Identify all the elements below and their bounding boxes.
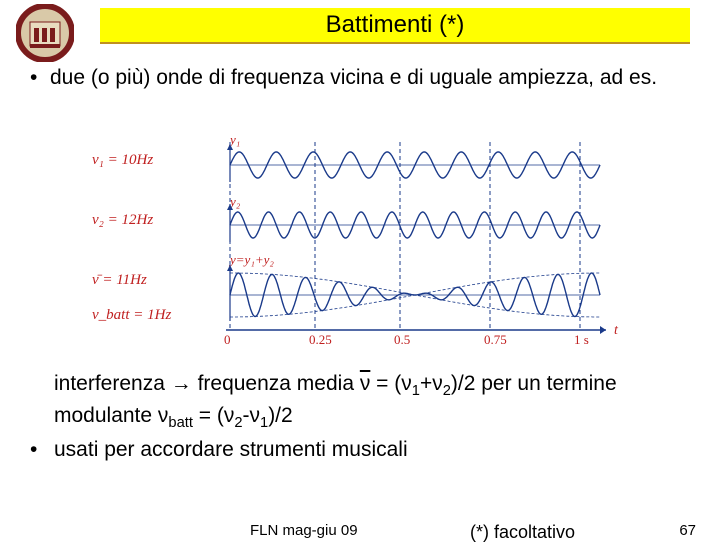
- svg-text:y=y₁+y₂: y=y₁+y₂: [228, 252, 274, 267]
- title-bar: Battimenti (*): [100, 8, 690, 44]
- bullet-2-text: usati per accordare strumenti musicali: [54, 438, 408, 461]
- svg-text:0.5: 0.5: [394, 332, 410, 347]
- svg-text:ν₂ = 12Hz: ν₂ = 12Hz: [92, 212, 153, 228]
- slide-number: 67: [679, 522, 696, 539]
- svg-text:ν₁ = 10Hz: ν₁ = 10Hz: [92, 152, 153, 168]
- bullet-1: •due (o più) onde di frequenza vicina e …: [30, 64, 690, 91]
- bullet-2: •usati per accordare strumenti musicali: [30, 436, 690, 464]
- bullet-1-text: due (o più) onde di frequenza vicina e d…: [50, 64, 685, 91]
- svg-text:0: 0: [224, 332, 231, 347]
- svg-text:ν_batt = 1Hz: ν_batt = 1Hz: [92, 307, 171, 323]
- slide-title: Battimenti (*): [326, 11, 465, 39]
- beats-waveform-diagram: t00.250.50.751 sν₁ = 10Hzν₂ = 12Hzν̄ = 1…: [90, 130, 630, 350]
- footer-date: FLN mag-giu 09: [250, 522, 358, 539]
- svg-text:ν̄ = 11Hz: ν̄ = 11Hz: [92, 272, 147, 288]
- bottom-text: interferenza → frequenza media ν = (ν1+ν…: [30, 370, 690, 464]
- svg-text:1 s: 1 s: [574, 332, 589, 347]
- interference-line: interferenza → frequenza media ν = (ν1+ν…: [30, 370, 690, 434]
- university-seal-logo: [16, 4, 74, 62]
- svg-text:0.75: 0.75: [484, 332, 507, 347]
- svg-text:0.25: 0.25: [309, 332, 332, 347]
